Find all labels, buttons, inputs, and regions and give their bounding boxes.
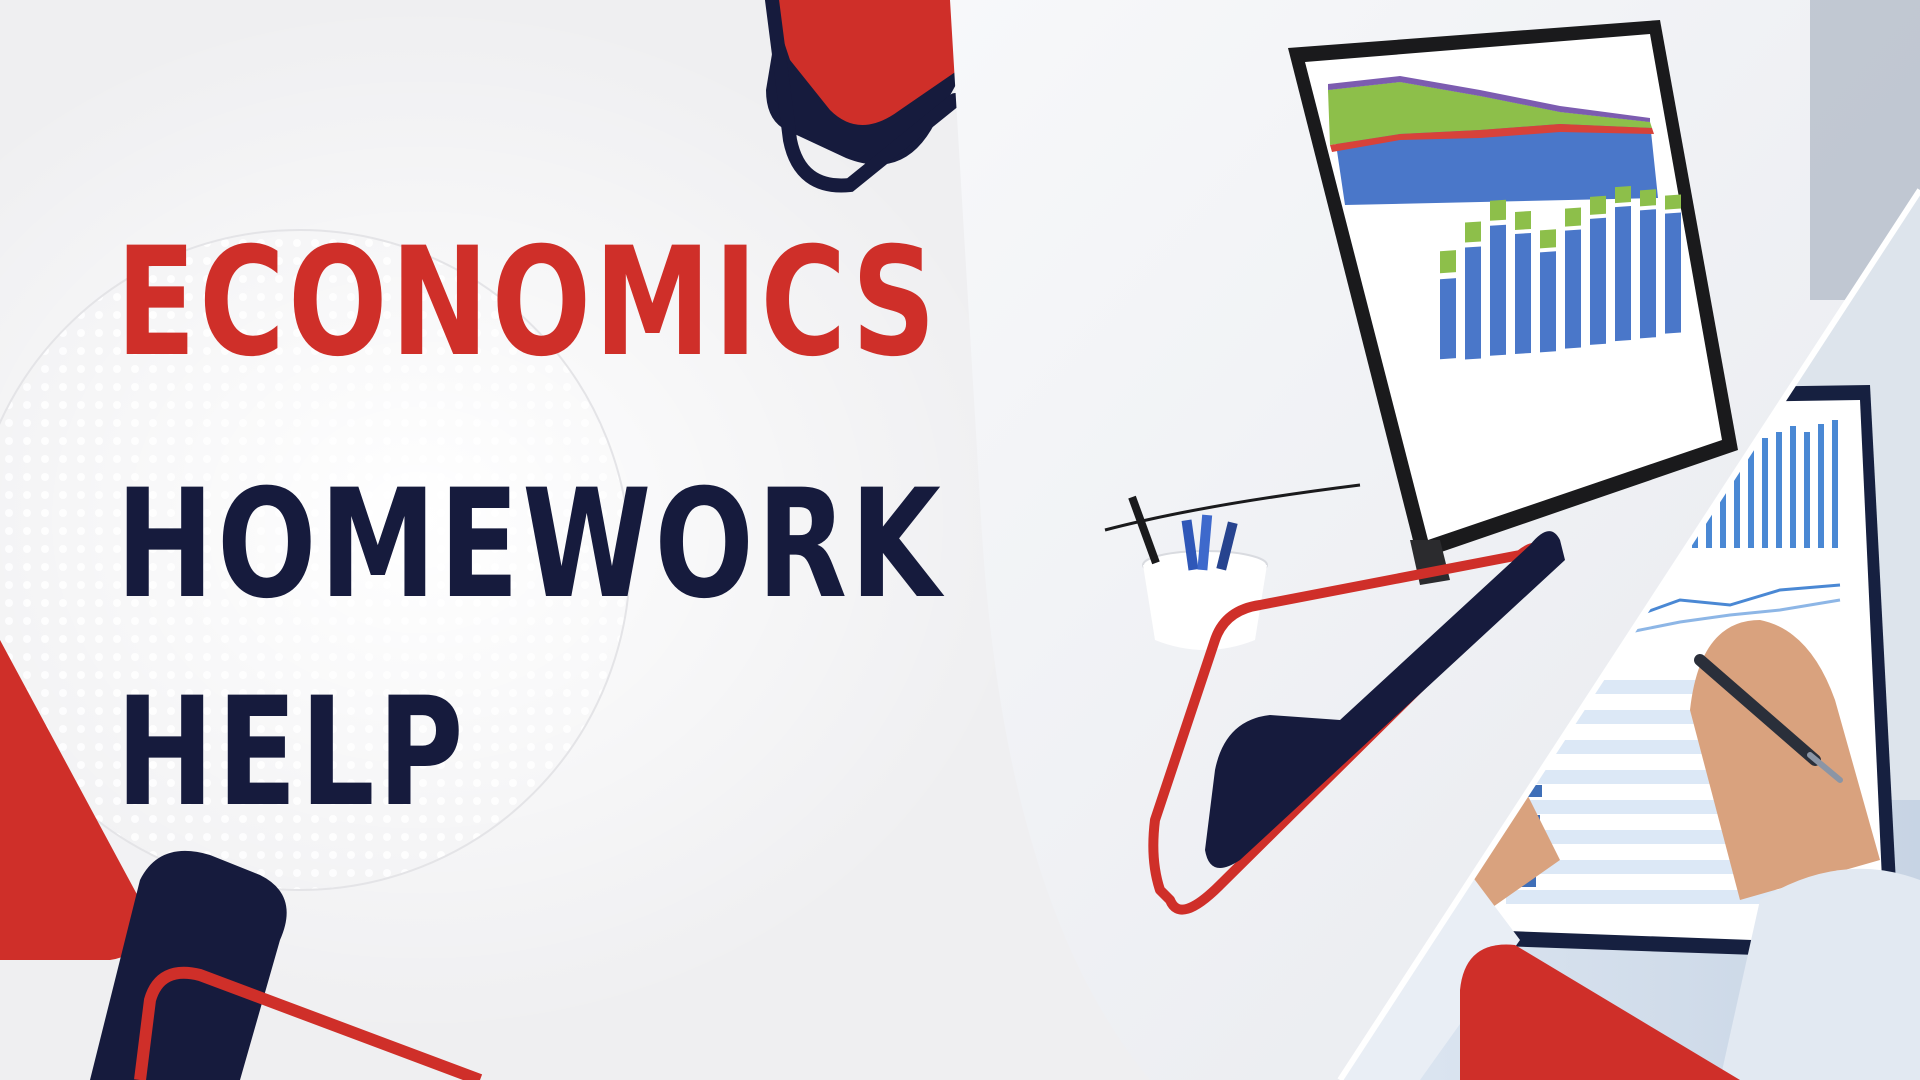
headline-economics: ECONOMICS <box>116 216 939 390</box>
bottom-left-red-outline <box>134 966 483 1080</box>
bottom-left-navy-triangle <box>90 850 287 1080</box>
bottom-red-triangle <box>1460 944 1740 1080</box>
headline-homework: HOMEWORK <box>116 458 944 632</box>
headline-help: HELP <box>116 666 467 840</box>
pen-cup <box>1128 495 1268 650</box>
navy-rounded-triangle <box>1205 531 1565 868</box>
dotted-globe <box>0 230 630 890</box>
bottom-left-red-triangle <box>0 640 142 960</box>
monitor <box>1288 20 1738 585</box>
